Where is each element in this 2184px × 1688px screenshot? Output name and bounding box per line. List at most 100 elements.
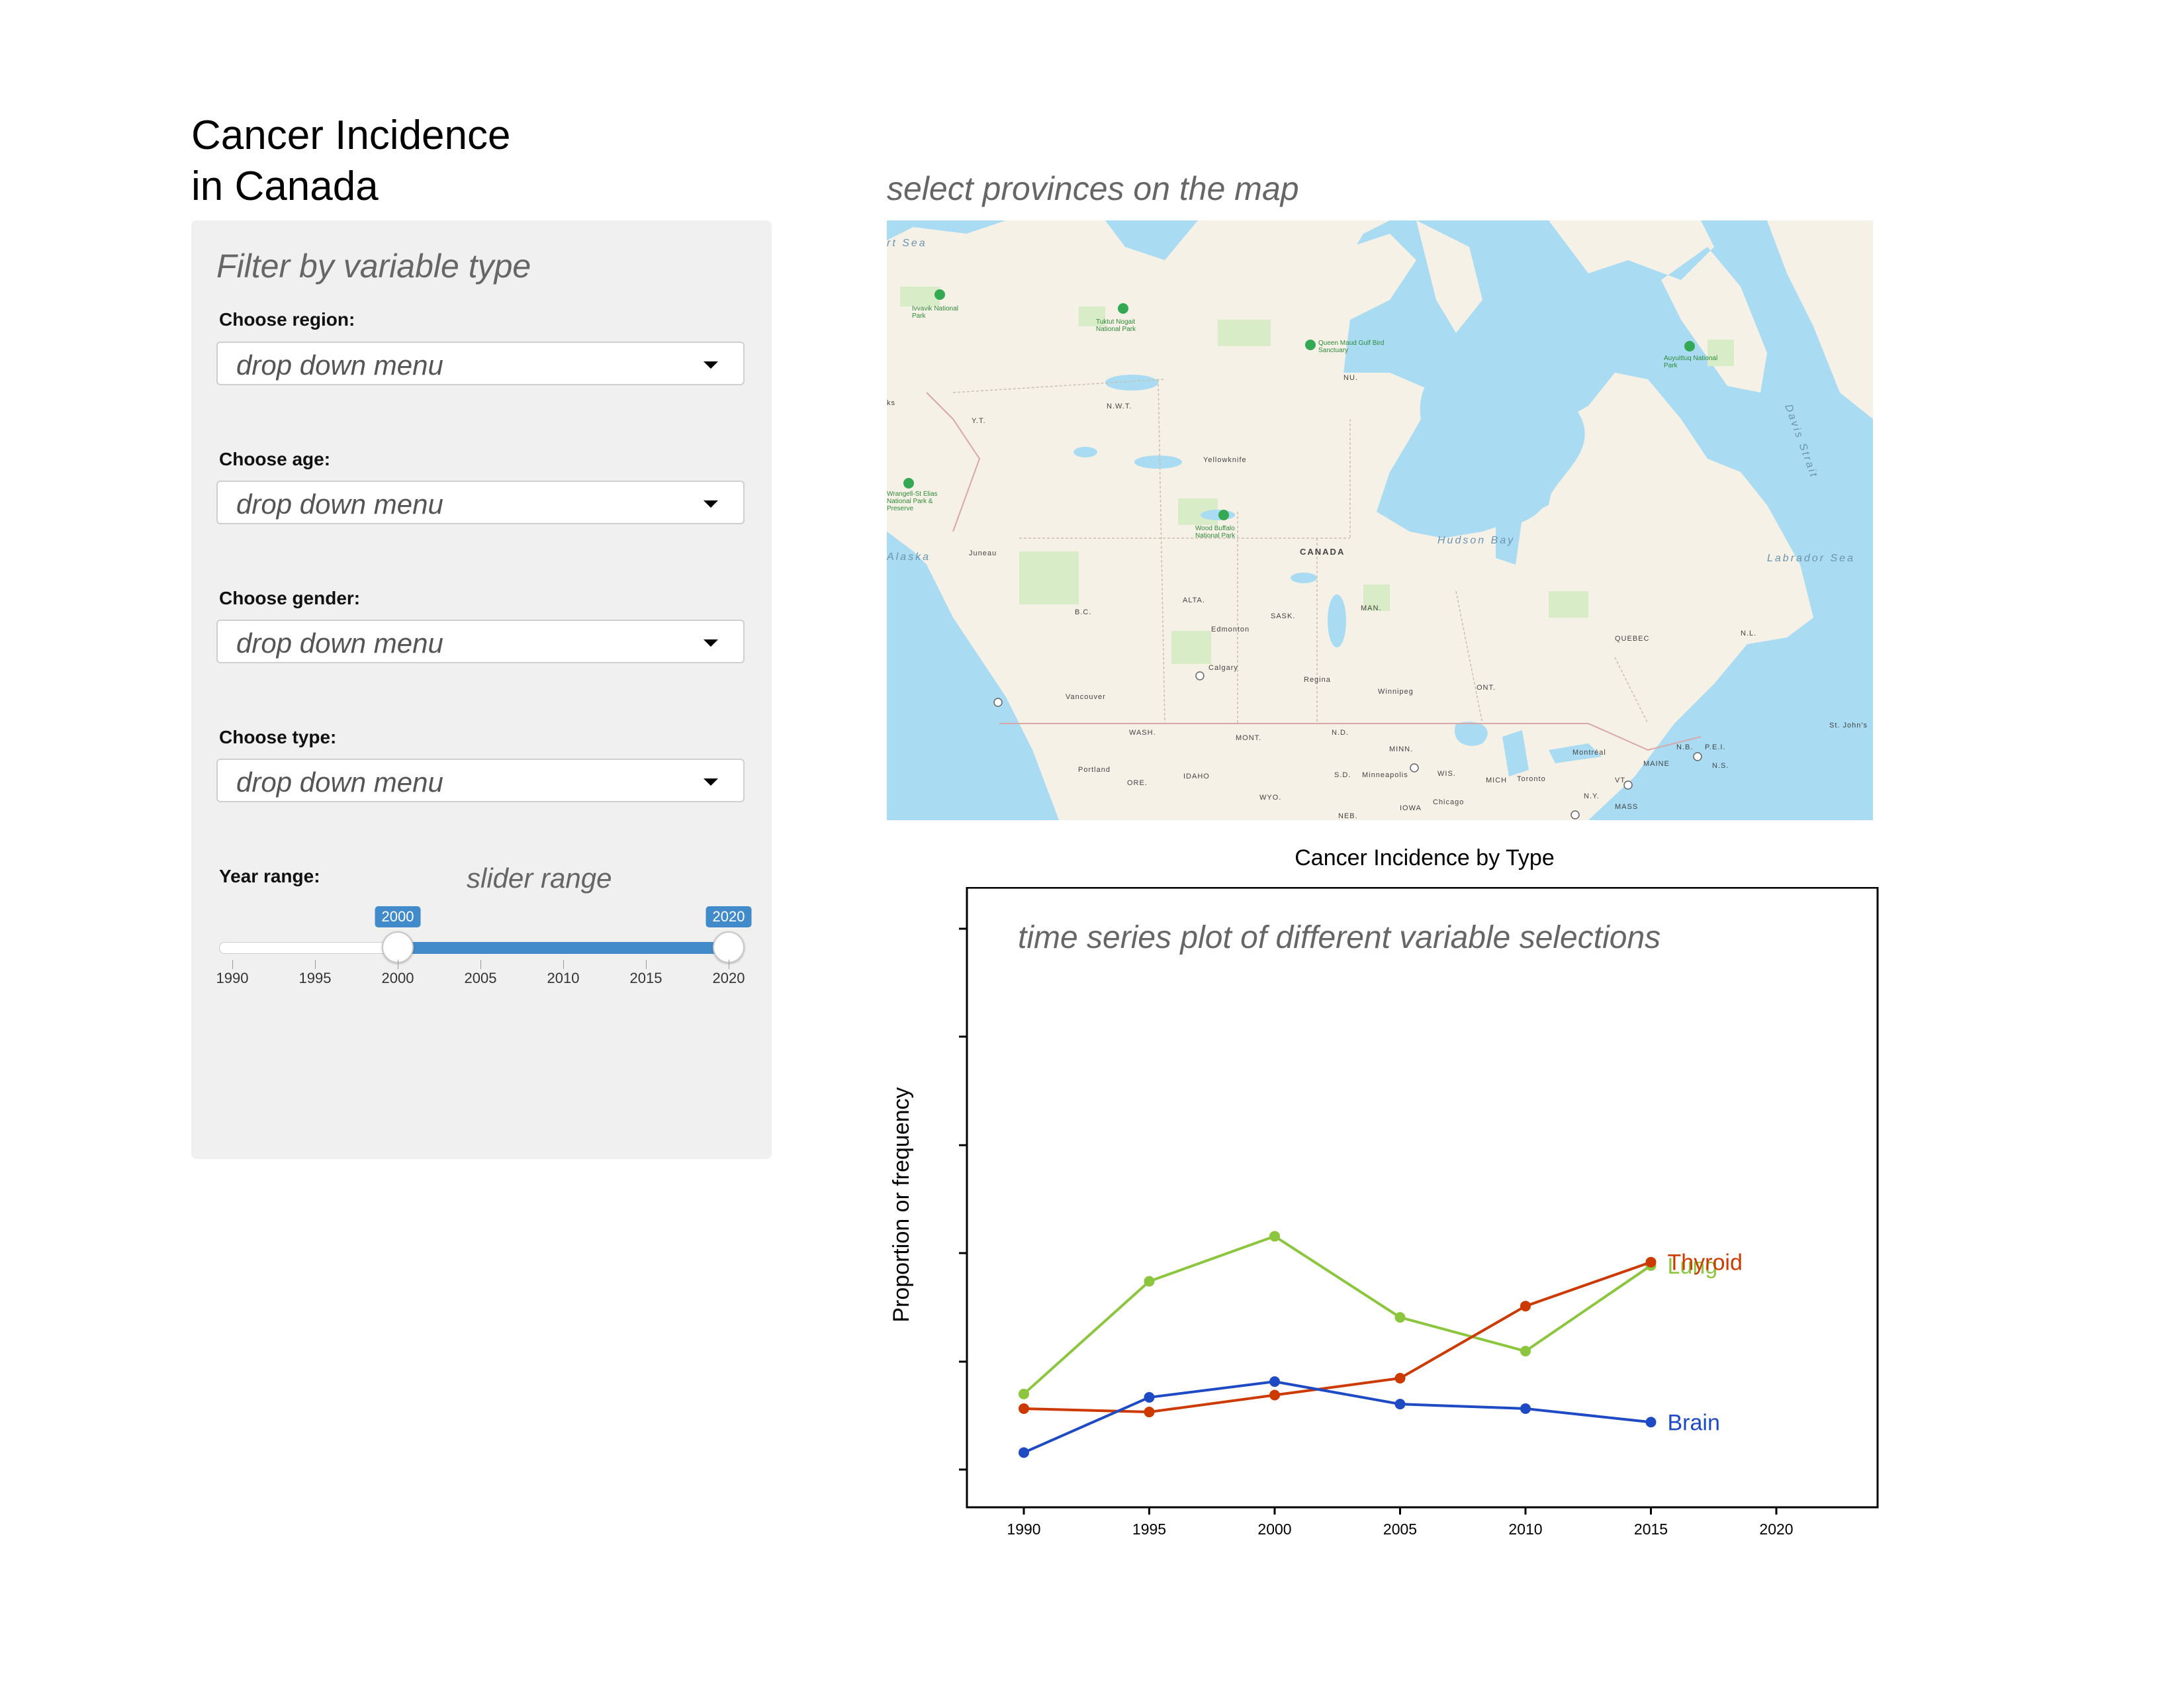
map-label-labrador-sea: Labrador Sea (1767, 553, 1855, 564)
province-map[interactable]: CANADA Y.T. N.W.T. NU. B.C. ALTA. SASK. … (887, 220, 1873, 820)
map-canvas[interactable] (887, 220, 1873, 820)
slider-high-handle[interactable] (713, 931, 745, 963)
app-title: Cancer Incidence in Canada (191, 110, 588, 212)
map-label-quebec: QUEBEC (1615, 635, 1650, 643)
chevron-down-icon (704, 639, 718, 647)
plot-frame (966, 887, 1879, 1509)
city-markers (993, 671, 1702, 820)
filter-panel: Filter by variable type Choose region: d… (191, 220, 772, 1159)
map-label-ny: N.Y. (1584, 792, 1600, 800)
data-point-brain (1144, 1391, 1155, 1403)
map-label-wood-buffalo: Wood Buffalo National Park (1195, 525, 1236, 539)
map-label-sd: S.D. (1334, 771, 1351, 779)
map-label-nwt: N.W.T. (1107, 402, 1132, 410)
series-line-lung (1023, 1235, 1652, 1395)
map-label-chicago: Chicago (1433, 798, 1465, 806)
region-select-value: drop down menu (236, 350, 443, 381)
data-point-brain (1520, 1403, 1531, 1414)
map-label-iowa: IOWA (1400, 804, 1422, 812)
series-line-brain (1023, 1380, 1651, 1454)
map-label-ks: ks (887, 399, 895, 407)
arctic-islands (1238, 220, 1767, 393)
slider-tick (646, 960, 647, 969)
data-point-lung (1019, 1388, 1029, 1399)
chart-annotation: time series plot of different variable s… (1018, 920, 1661, 955)
map-label-neb: NEB. (1338, 812, 1358, 820)
map-label-minneapolis: Minneapolis (1362, 771, 1408, 779)
james-bay (1496, 512, 1522, 565)
map-label-winnipeg: Winnipeg (1378, 688, 1414, 696)
map-label-ivvavik: Ivvavik National Park (912, 305, 959, 320)
map-label-portland: Portland (1078, 766, 1111, 774)
region-select[interactable]: drop down menu (216, 342, 745, 385)
data-point-lung (1520, 1346, 1531, 1357)
type-select[interactable]: drop down menu (216, 759, 745, 802)
data-point-lung (1144, 1276, 1155, 1287)
data-point-lung (1394, 1312, 1406, 1323)
map-label-auyuittuq: Auyuittuq National Park (1664, 355, 1718, 369)
map-label-hudson-bay: Hudson Bay (1437, 535, 1516, 546)
age-select[interactable]: drop down menu (216, 481, 745, 524)
map-label-ore: ORE. (1127, 779, 1148, 787)
age-label: Choose age: (219, 449, 331, 469)
panel-heading: Filter by variable type (216, 248, 531, 285)
series-label-brain: Brain (1668, 1410, 1720, 1435)
app-title-line2: in Canada (191, 164, 379, 209)
map-label-toronto: Toronto (1517, 775, 1546, 783)
map-label-yellowknife: Yellowknife (1203, 456, 1247, 464)
map-label-idaho: IDAHO (1183, 773, 1210, 780)
map-label-wis: WIS. (1437, 770, 1456, 778)
data-point-brain (1394, 1399, 1406, 1410)
x-tick-label: 2020 (1759, 1521, 1793, 1538)
map-label-man: MAN. (1361, 604, 1382, 612)
map-label-mont: MONT. (1236, 734, 1262, 742)
map-label-ns: N.S. (1712, 762, 1729, 770)
series-label-thyroid: Thyroid (1668, 1250, 1743, 1276)
map-label-nb: N.B. (1676, 743, 1694, 751)
province-lines (952, 379, 1649, 724)
slider-tick-label: 1990 (216, 970, 249, 986)
inland-lakes (1073, 375, 1346, 647)
map-label-st-johns: St. John's (1829, 722, 1868, 729)
type-label: Choose type: (219, 727, 337, 747)
map-label-edmonton: Edmonton (1211, 626, 1250, 633)
type-select-value: drop down menu (236, 767, 443, 798)
park-pin-icons (903, 289, 1695, 520)
data-point-thyroid (1645, 1256, 1657, 1268)
hudson-bay (1420, 356, 1585, 525)
map-label-canada: CANADA (1300, 547, 1345, 557)
map-label-vt: VT. (1615, 776, 1627, 784)
gender-select[interactable]: drop down menu (216, 620, 745, 663)
map-label-montreal: Montréal (1572, 749, 1606, 757)
slider-note: slider range (467, 863, 612, 894)
slider-tick-label: 2015 (629, 970, 662, 986)
chevron-down-icon (704, 778, 718, 786)
slider-high-value: 2020 (705, 906, 752, 927)
map-label-wyo: WYO. (1259, 794, 1282, 802)
data-point-thyroid (1019, 1403, 1029, 1414)
map-label-calgary: Calgary (1208, 664, 1238, 672)
map-label-wash: WASH. (1129, 729, 1156, 737)
map-label-alta: ALTA. (1183, 596, 1205, 604)
map-caption: select provinces on the map (887, 170, 1299, 207)
data-point-lung (1269, 1231, 1280, 1242)
data-point-brain (1019, 1447, 1029, 1458)
x-tick-label: 2010 (1508, 1521, 1542, 1538)
borders (926, 392, 1702, 751)
slider-tick-label: 1995 (298, 970, 332, 986)
year-range-label: Year range: (219, 866, 320, 886)
chart-title: Cancer Incidence by Type (1295, 845, 1555, 870)
map-label-regina: Regina (1304, 676, 1331, 684)
slider-tick (232, 960, 233, 969)
map-label-bc: B.C. (1075, 608, 1092, 616)
slider-low-handle[interactable] (382, 931, 414, 963)
map-label-tuktut: Tuktut Nogait National Park (1096, 318, 1136, 333)
slider-tick (563, 960, 564, 969)
data-point-thyroid (1520, 1301, 1531, 1312)
slider-low-value: 2000 (375, 906, 421, 927)
y-axis-label: Proportion or frequency (889, 1087, 914, 1322)
map-label-minn: MINN. (1389, 745, 1414, 753)
chevron-down-icon (704, 500, 718, 508)
map-label-sask: SASK. (1271, 612, 1296, 620)
gender-label: Choose gender: (219, 588, 361, 608)
